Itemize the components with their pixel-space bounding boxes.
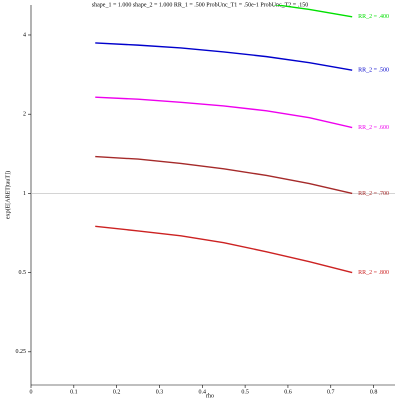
- plot-area: [31, 5, 395, 274]
- x-tick-label: 0.5: [241, 389, 249, 395]
- y-axis-label: exp(E[ARET|tauT]): [4, 171, 11, 219]
- x-tick-label: 0.3: [156, 389, 164, 395]
- series-label: RR_2 = .800: [358, 270, 389, 276]
- y-tick-label: 2: [23, 112, 26, 118]
- x-axis-label: rho: [206, 393, 214, 399]
- series-line: [272, 5, 353, 18]
- series-label: RR_2 = .400: [358, 14, 389, 20]
- series-label: RR_2 = .500: [358, 68, 389, 74]
- x-tick-label: 0: [30, 389, 33, 395]
- y-tick-label: 0.5: [19, 270, 27, 276]
- series-line: [95, 42, 353, 71]
- series-label: RR_2 = .700: [358, 191, 389, 197]
- x-tick-label: 0.6: [284, 389, 292, 395]
- series-line: [95, 96, 353, 129]
- y-tick-label: 4: [23, 32, 26, 38]
- chart-title: shape_1 = 1.000 shape_2 = 1.000 RR_1 = .…: [92, 2, 308, 8]
- x-tick-label: 0.4: [199, 389, 207, 395]
- x-tick-label: 0.7: [327, 389, 335, 395]
- y-tick-label: 0.25: [16, 349, 27, 355]
- x-tick-label: 0.2: [113, 389, 121, 395]
- series-line: [95, 225, 353, 274]
- series-label: RR_2 = .600: [358, 125, 389, 131]
- y-tick-label: 1: [23, 191, 26, 197]
- x-tick-label: 0.8: [370, 389, 378, 395]
- x-tick-label: 0.1: [70, 389, 78, 395]
- series-line: [95, 155, 353, 195]
